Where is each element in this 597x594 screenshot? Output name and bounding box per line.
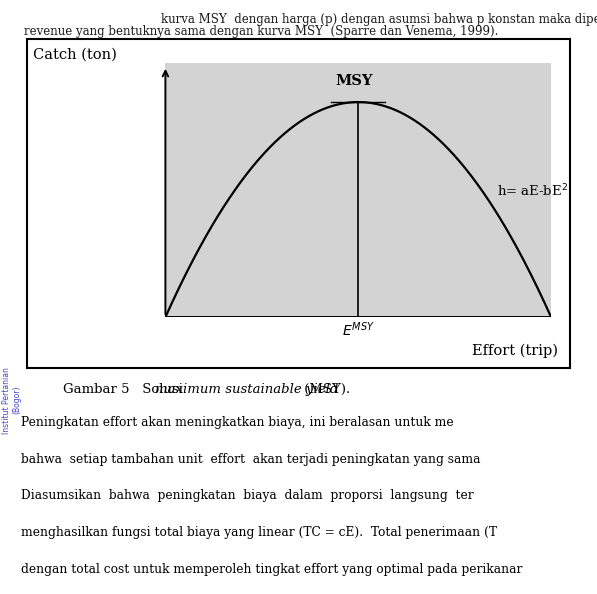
Text: Diasumsikan  bahwa  peningkatan  biaya  dalam  proporsi  langsung  ter: Diasumsikan bahwa peningkatan biaya dala… — [21, 489, 473, 503]
Text: (MSY).: (MSY). — [300, 383, 350, 396]
Text: menghasilkan fungsi total biaya yang linear (TC = cE).  Total penerimaan (T: menghasilkan fungsi total biaya yang lin… — [21, 526, 497, 539]
Bar — [27, 39, 570, 368]
Text: Catch (ton): Catch (ton) — [33, 48, 116, 62]
Text: maximum sustainable yield: maximum sustainable yield — [155, 383, 338, 396]
Text: MSY: MSY — [336, 74, 373, 89]
Text: Effort (trip): Effort (trip) — [472, 343, 558, 358]
Text: dengan total cost untuk memperoleh tingkat effort yang optimal pada perikanar: dengan total cost untuk memperoleh tingk… — [21, 563, 522, 576]
Text: Peningkatan effort akan meningkatkan biaya, ini beralasan untuk me: Peningkatan effort akan meningkatkan bia… — [21, 416, 454, 429]
Text: revenue yang bentuknya sama dengan kurva MSY  (Sparre dan Venema, 1999).: revenue yang bentuknya sama dengan kurva… — [24, 25, 498, 38]
Text: $E^{MSY}$: $E^{MSY}$ — [342, 320, 375, 339]
Text: kurva MSY  dengan harga (p) dengan asumsi bahwa p konstan maka diperoleh: kurva MSY dengan harga (p) dengan asumsi… — [161, 13, 597, 26]
Text: bahwa  setiap tambahan unit  effort  akan terjadi peningkatan yang sama: bahwa setiap tambahan unit effort akan t… — [21, 453, 481, 466]
Text: Gambar 5   Solusi: Gambar 5 Solusi — [63, 383, 187, 396]
Text: Institut Pertanian
(Bogor): Institut Pertanian (Bogor) — [2, 366, 21, 434]
Text: h= aE-bE$^{2}$: h= aE-bE$^{2}$ — [497, 182, 568, 199]
